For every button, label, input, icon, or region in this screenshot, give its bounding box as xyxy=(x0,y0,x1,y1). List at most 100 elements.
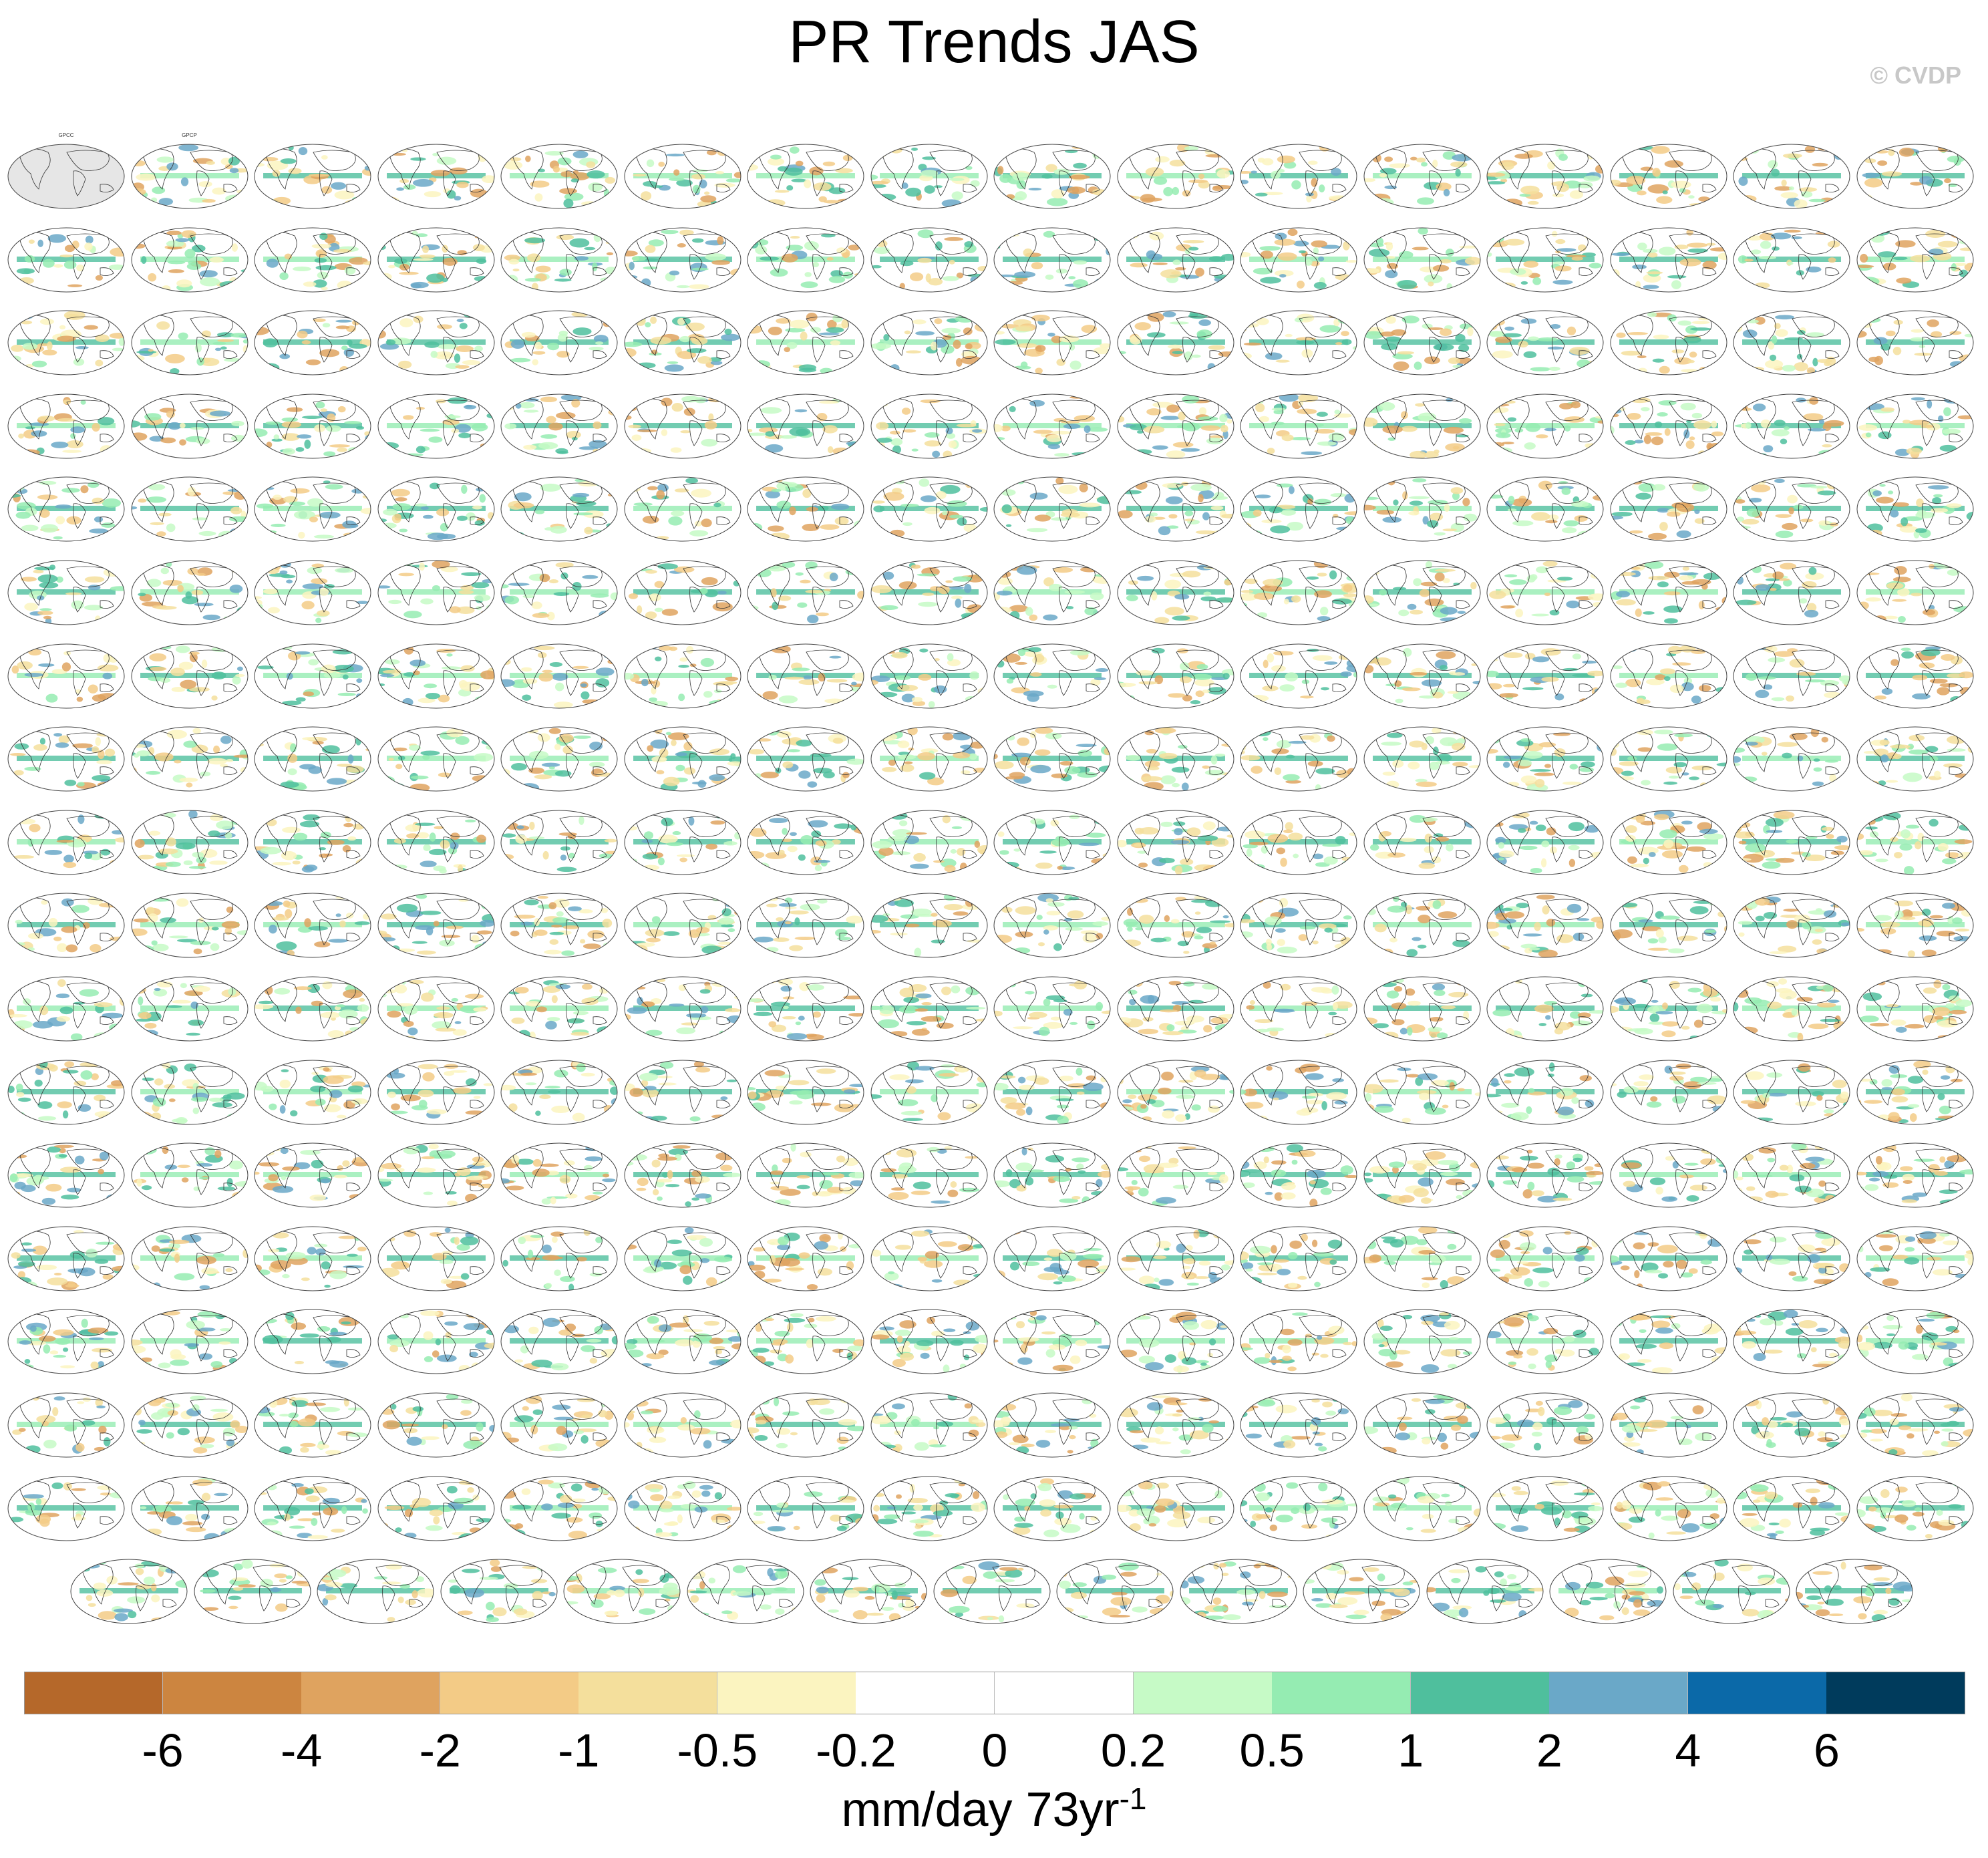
trend-patch xyxy=(231,243,238,252)
panel-title: GPCP xyxy=(182,132,197,138)
trend-patch xyxy=(399,178,409,184)
trend-patch xyxy=(1184,518,1195,522)
trend-patch xyxy=(1697,196,1710,202)
trend-patch xyxy=(1198,173,1204,180)
trend-patch xyxy=(642,516,659,524)
trend-patch xyxy=(676,351,696,359)
trend-patch xyxy=(66,440,84,448)
trend-patch xyxy=(348,446,361,453)
trend-patch xyxy=(381,196,399,204)
trend-patch xyxy=(1510,812,1530,818)
coastline xyxy=(1422,649,1466,671)
trend-patch xyxy=(1519,193,1531,197)
coastline xyxy=(806,649,849,671)
coastline xyxy=(566,836,579,863)
trend-patch xyxy=(906,832,927,835)
equatorial-band xyxy=(879,339,979,345)
trend-patch xyxy=(1031,261,1043,269)
trend-patch xyxy=(29,823,41,832)
trend-patch xyxy=(1671,661,1691,666)
coastline xyxy=(100,350,114,359)
trend-patch xyxy=(789,319,810,329)
trend-patch xyxy=(896,684,918,691)
coastline xyxy=(593,184,607,192)
trend-patch xyxy=(1271,408,1287,411)
trend-map-panel xyxy=(1609,299,1728,375)
trend-patch xyxy=(1615,682,1627,688)
trend-patch xyxy=(624,250,638,257)
trend-patch xyxy=(419,254,436,259)
map-border xyxy=(1733,144,1850,209)
trend-patch xyxy=(333,664,354,673)
equatorial-band xyxy=(386,339,486,345)
trend-patch xyxy=(1915,528,1927,534)
trend-patch xyxy=(1433,833,1443,837)
map-svg xyxy=(7,476,125,542)
trend-patch xyxy=(642,853,658,860)
trend-patch xyxy=(679,336,691,343)
trend-map-panel xyxy=(1732,132,1851,209)
trend-patch xyxy=(1117,479,1122,488)
trend-map-panel xyxy=(1609,382,1728,459)
trend-patch xyxy=(1299,250,1306,253)
trend-patch xyxy=(1775,514,1792,518)
coastline xyxy=(1004,148,1037,190)
trend-patch xyxy=(683,742,692,752)
equatorial-band xyxy=(1496,256,1595,262)
trend-patch xyxy=(965,695,978,702)
trend-patch xyxy=(109,784,124,790)
map-border xyxy=(624,394,741,459)
trend-patch xyxy=(1324,661,1338,665)
trend-patch xyxy=(917,573,937,577)
map-border xyxy=(624,227,741,293)
trend-patch xyxy=(703,191,709,195)
trend-patch xyxy=(1889,744,1911,749)
trend-patch xyxy=(901,693,915,702)
coastline xyxy=(1299,316,1342,338)
coastline xyxy=(1675,753,1688,779)
trend-patch xyxy=(657,857,665,865)
trend-patch xyxy=(595,341,604,345)
trend-patch xyxy=(1958,354,1973,363)
trend-patch xyxy=(1587,670,1603,676)
trend-patch xyxy=(522,678,538,684)
trend-patch xyxy=(912,319,927,325)
coastline xyxy=(689,836,702,863)
map-border xyxy=(377,144,494,209)
trend-patch xyxy=(528,767,544,774)
trend-patch xyxy=(515,834,527,844)
coastline xyxy=(346,267,361,276)
trend-patch xyxy=(1172,351,1183,355)
map-svg xyxy=(870,726,987,792)
trend-patch xyxy=(624,341,642,347)
trend-patch xyxy=(1253,267,1273,275)
trend-patch xyxy=(1808,198,1826,202)
trend-patch xyxy=(1126,595,1138,601)
trend-patch xyxy=(1068,174,1090,180)
trend-patch xyxy=(1680,402,1696,411)
coastline xyxy=(442,337,456,363)
map-border xyxy=(1733,227,1850,293)
trend-map-panel xyxy=(1116,715,1235,792)
trend-patch xyxy=(298,147,308,156)
trend-patch xyxy=(1338,146,1357,152)
trend-patch xyxy=(1269,506,1283,514)
trend-patch xyxy=(796,740,812,747)
trend-patch xyxy=(1582,660,1597,664)
coastline xyxy=(313,649,356,671)
trend-patch xyxy=(1424,833,1432,842)
trend-patch xyxy=(137,855,154,860)
coastline xyxy=(1004,481,1037,523)
trend-patch xyxy=(878,846,894,856)
trend-patch xyxy=(169,368,179,375)
trend-patch xyxy=(1028,187,1042,191)
equatorial-band xyxy=(756,756,855,762)
trend-patch xyxy=(999,850,1009,855)
trend-patch xyxy=(308,659,319,665)
coastline xyxy=(1428,253,1442,280)
map-border xyxy=(1610,476,1727,542)
equatorial-band xyxy=(510,838,609,844)
coastline xyxy=(1004,814,1037,856)
trend-patch xyxy=(1414,778,1428,783)
trend-patch xyxy=(1407,603,1416,610)
